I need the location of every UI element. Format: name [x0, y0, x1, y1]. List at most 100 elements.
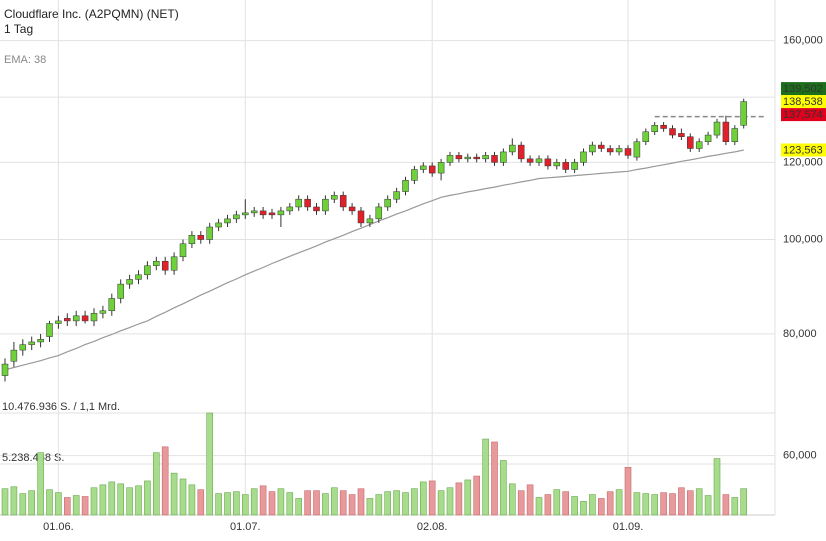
- volume-bar: [455, 482, 463, 516]
- y-tick-label: 160,000: [783, 35, 823, 47]
- volume-bar: [642, 493, 650, 516]
- volume-bar: [1, 488, 9, 516]
- volume-bar: [188, 484, 196, 516]
- candle-body: [81, 315, 89, 322]
- volume-bar: [90, 487, 98, 516]
- volume-bar: [170, 472, 178, 516]
- volume-bar: [366, 498, 374, 516]
- volume-bar: [482, 438, 489, 516]
- volume-bar: [580, 501, 587, 516]
- candle-body: [286, 206, 294, 212]
- candle-body: [144, 265, 151, 276]
- candle-body: [722, 121, 730, 142]
- volume-bar: [606, 491, 614, 516]
- candle-body: [72, 315, 80, 322]
- volume-bar: [10, 486, 18, 516]
- price-badge: [781, 95, 826, 109]
- volume-bar: [535, 497, 543, 516]
- volume-bar: [286, 492, 294, 516]
- volume-bar: [339, 490, 347, 516]
- candle-body: [197, 235, 205, 240]
- chart-title: Cloudflare Inc. (A2PQMN) (NET): [4, 7, 179, 21]
- candle-body: [669, 128, 676, 136]
- candle-body: [304, 198, 311, 208]
- candle-body: [366, 218, 374, 224]
- candle-body: [535, 158, 543, 163]
- volume-bar: [446, 487, 454, 516]
- volume-bar: [562, 491, 570, 516]
- volume-bar: [144, 480, 151, 516]
- volume-bar: [491, 441, 498, 516]
- candle-body: [64, 318, 71, 322]
- volume-bar: [615, 489, 623, 516]
- candle-body: [642, 131, 650, 142]
- x-tick-label: 02.08.: [417, 521, 448, 533]
- y-tick-label: 100,000: [783, 233, 823, 245]
- candle-body: [117, 283, 124, 299]
- price-badge-label: 138,538: [783, 96, 823, 108]
- chart-subtitle: 1 Tag: [4, 22, 33, 36]
- candle-body: [615, 148, 623, 153]
- volume-tick-label: 5.238.468 S.: [2, 452, 64, 464]
- candle-body: [589, 144, 596, 153]
- candle-body: [179, 243, 187, 258]
- candle-body: [517, 144, 525, 160]
- y-tick-label: 80,000: [783, 328, 817, 340]
- candle-body: [126, 279, 133, 285]
- candle-body: [170, 256, 178, 271]
- candle-body: [250, 210, 258, 214]
- volume-bar: [313, 490, 320, 516]
- candle-body: [446, 155, 454, 163]
- volume-bar: [322, 493, 329, 516]
- candle-body: [678, 133, 685, 137]
- volume-bar: [731, 497, 739, 516]
- candle-body: [473, 156, 480, 160]
- volume-bar: [713, 458, 721, 516]
- candle-body: [322, 198, 329, 212]
- volume-bar: [686, 490, 694, 516]
- volume-bar: [704, 495, 712, 516]
- volume-tick-label: 10.476.936 S. / 1,1 Mrd.: [2, 401, 120, 413]
- candle-body: [553, 162, 561, 167]
- price-badge: [781, 82, 826, 96]
- candle-body: [606, 148, 614, 153]
- candle-body: [713, 121, 721, 136]
- volume-bar: [46, 489, 53, 516]
- volume-bar: [678, 487, 685, 516]
- volume-bar: [108, 481, 116, 516]
- volume-bar: [153, 452, 160, 516]
- candle-body: [215, 222, 222, 228]
- candle-body: [259, 210, 267, 216]
- candle-body: [277, 210, 285, 216]
- candle-body: [624, 148, 632, 156]
- candle-body: [437, 162, 445, 174]
- volume-bar: [357, 488, 365, 516]
- candle-body: [562, 162, 569, 170]
- candle-body: [393, 191, 400, 200]
- volume-bar: [126, 487, 133, 516]
- volume-bar: [19, 493, 27, 516]
- candle-body: [384, 198, 391, 208]
- volume-bar: [330, 487, 338, 516]
- candle-body: [108, 298, 116, 312]
- candle-body: [633, 141, 641, 158]
- volume-bar: [304, 490, 311, 516]
- volume-bar: [161, 446, 169, 516]
- candle-body: [188, 235, 196, 245]
- candle-body: [331, 195, 338, 200]
- candle-body: [704, 134, 712, 142]
- volume-bar: [517, 490, 525, 516]
- volume-bar: [215, 493, 222, 516]
- candle-body: [402, 180, 409, 192]
- volume-bar: [624, 466, 632, 516]
- candle-body: [526, 158, 534, 163]
- candle-body: [544, 158, 552, 167]
- candle-body: [651, 125, 658, 133]
- volume-bar: [375, 494, 383, 516]
- y-tick-label: 60,000: [783, 450, 817, 462]
- candle-body: [687, 136, 694, 149]
- candle-body: [46, 323, 53, 337]
- volume-bar: [179, 478, 187, 516]
- candle-body: [242, 212, 249, 216]
